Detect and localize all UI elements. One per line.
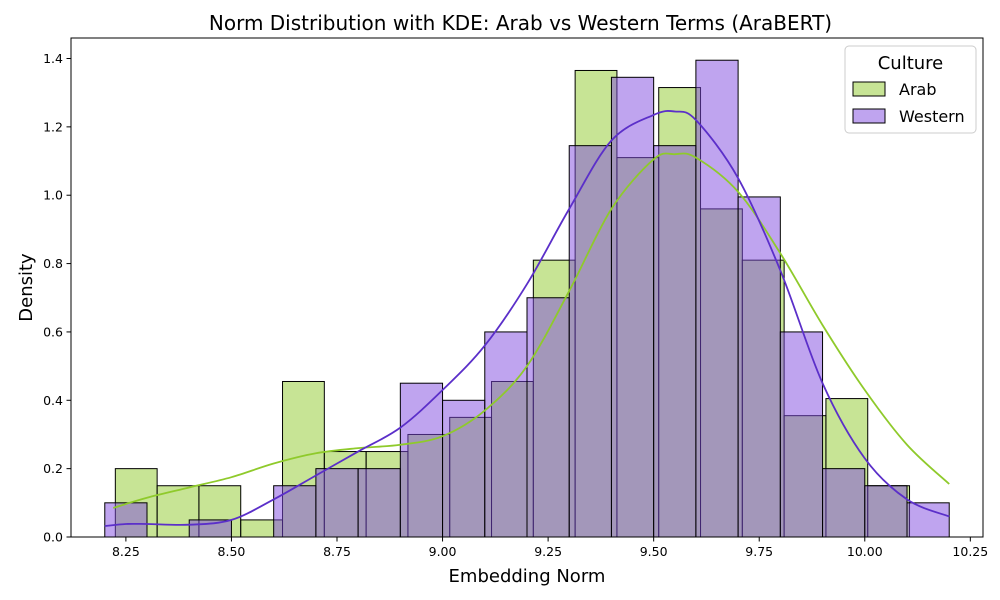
bar-western-6 (357, 468, 401, 538)
x-tick-label: 9.25 (534, 544, 562, 559)
x-axis-label: Embedding Norm (449, 566, 606, 587)
kde-layer (104, 110, 950, 527)
bar-western-16 (779, 331, 824, 538)
legend-label-arab: Arab (899, 80, 936, 99)
y-tick-label: 1.2 (43, 119, 63, 134)
x-tick-label: 9.75 (745, 544, 773, 559)
bar-western-14 (695, 59, 739, 538)
bar-western-5 (315, 468, 359, 538)
kde-line-western (104, 110, 950, 527)
bar-western-2 (188, 519, 232, 538)
bar-western-8 (442, 399, 486, 538)
y-axis-label: Density (16, 253, 37, 322)
y-tick-label: 0.0 (43, 530, 63, 545)
bar-western-11 (568, 145, 612, 538)
bar-western-9 (484, 331, 528, 538)
bar-western-15 (737, 196, 781, 538)
bar-western-4 (273, 485, 317, 538)
plot-frame (70, 37, 984, 538)
x-tick-label: 8.25 (112, 544, 140, 559)
x-tick-label: 9.50 (640, 544, 668, 559)
bar-western-12 (610, 76, 655, 538)
x-tick-label: 10.00 (847, 544, 883, 559)
bars-layer (104, 59, 950, 538)
y-tick-label: 0.2 (43, 461, 63, 476)
bar-western-18 (864, 485, 908, 538)
bar-western-0 (104, 502, 148, 538)
y-axis: 0.0 0.2 0.4 0.6 0.8 1.0 1.2 1.4 (43, 51, 71, 545)
legend-label-western: Western (899, 107, 965, 126)
x-tick-label: 10.25 (952, 544, 988, 559)
x-tick-label: 8.50 (218, 544, 246, 559)
x-tick-label: 9.00 (429, 544, 457, 559)
y-tick-label: 1.0 (43, 188, 63, 203)
bar-western-19 (906, 502, 950, 538)
legend: Culture Arab Western (844, 45, 977, 134)
legend-swatch-western (852, 108, 886, 124)
kde-line-arab (112, 152, 950, 509)
bar-western-17 (822, 468, 866, 538)
y-tick-label: 0.4 (43, 393, 63, 408)
chart-title: Norm Distribution with KDE: Arab vs West… (209, 11, 832, 35)
y-tick-label: 0.8 (43, 256, 63, 271)
legend-title: Culture (878, 53, 944, 74)
x-tick-label: 8.75 (323, 544, 351, 559)
y-tick-label: 1.4 (43, 51, 63, 66)
bar-western-10 (526, 297, 570, 538)
y-tick-label: 0.6 (43, 324, 63, 339)
x-axis: 8.25 8.50 8.75 9.00 9.25 9.50 9.75 10.00 10.25 (112, 537, 988, 559)
bar-western-13 (653, 145, 697, 538)
legend-swatch-arab (852, 81, 886, 97)
bar-western-7 (399, 382, 444, 538)
